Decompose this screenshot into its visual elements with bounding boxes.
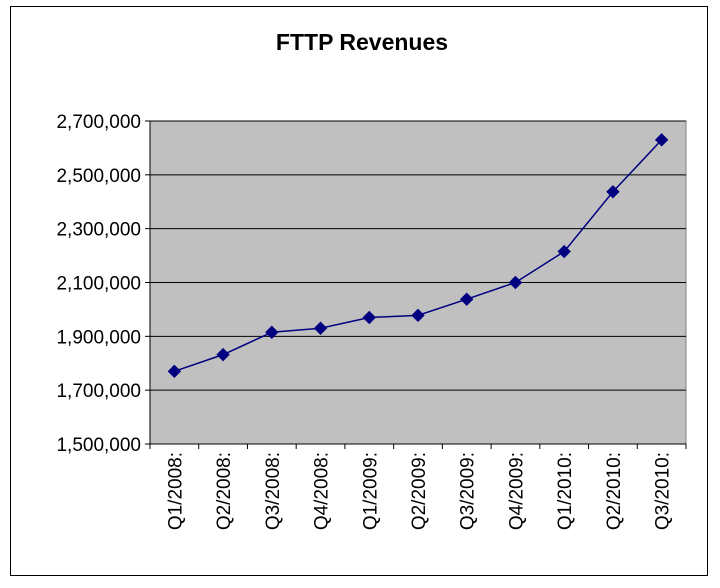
data-point [411,308,425,323]
y-tick-label: 2,700,000 [56,112,141,133]
x-tick-labels: Q1/2008: Q2/2008: Q3/2008: Q4/2008: Q1/2009:… [165,452,673,530]
data-point [557,244,571,259]
x-tick-label: Q1/2008: [165,452,186,530]
x-tick-label: Q2/2009: [409,452,430,530]
y-tick-label: 2,300,000 [56,220,141,241]
data-point [216,347,230,362]
y-tick-label: 2,100,000 [56,274,141,295]
y-tick-labels: 1,500,000 1,700,000 1,900,000 2,100,000 2,30… [56,112,141,456]
gridlines [150,120,686,391]
data-point [313,321,328,335]
data-point [654,133,669,147]
data-point [362,310,376,325]
y-tick-label: 1,500,000 [56,435,141,456]
x-tick-label: Q4/2008: [312,452,333,530]
x-tick-label: Q1/2010: [555,452,576,530]
x-tick-label: Q2/2010: [604,452,625,530]
y-tick-label: 1,700,000 [56,381,141,402]
series-revenue [167,133,669,379]
x-tick-label: Q3/2008: [263,452,284,530]
x-tick-label: Q3/2010: [653,452,674,530]
data-point [460,292,474,306]
axes [145,120,687,449]
y-tick-label: 2,500,000 [56,166,141,187]
data-point [508,275,523,290]
x-tick-label: Q1/2009: [360,452,381,530]
data-point [167,364,182,379]
data-point [265,325,279,340]
x-tick-label: Q4/2009: [506,452,527,530]
chart-title: FTTP Revenues [276,29,448,55]
data-point [606,185,620,199]
y-tick-label: 1,900,000 [56,327,141,348]
x-tick-label: Q3/2009: [458,452,479,530]
x-tick-label: Q2/2008: [214,452,235,530]
